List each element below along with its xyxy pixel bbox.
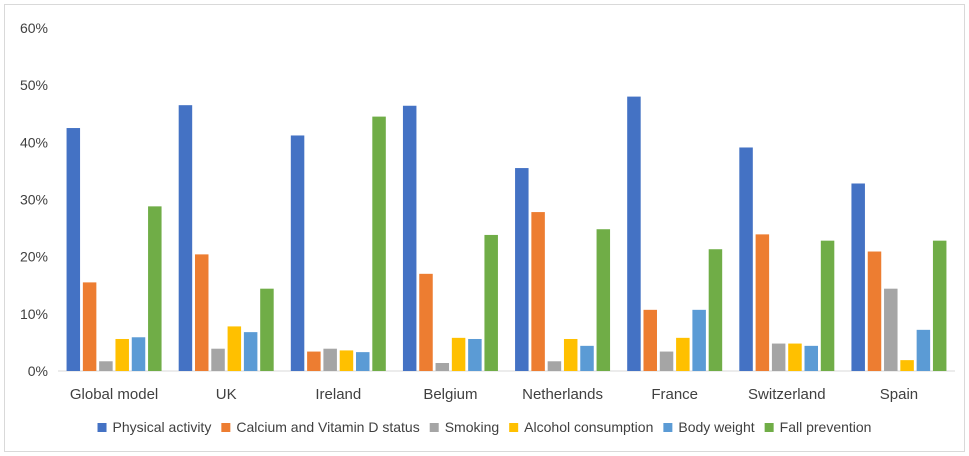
bar-physical-activity-ireland	[290, 135, 305, 371]
bar-body-weight-belgium	[468, 338, 482, 371]
bar-calcium-and-vitamin-d-status-ireland	[307, 351, 321, 371]
bar-smoking-switzerland	[771, 343, 786, 371]
bar-physical-activity-global-model	[66, 128, 81, 371]
bar-alcohol-consumption-global-model	[115, 338, 129, 371]
legend-label: Calcium and Vitamin D status	[236, 419, 419, 435]
x-tick-label: Switzerland	[748, 386, 826, 403]
legend-swatch	[97, 423, 107, 432]
bar-physical-activity-switzerland	[739, 147, 753, 371]
legend-label: Fall prevention	[780, 419, 872, 435]
bar-alcohol-consumption-switzerland	[788, 343, 802, 371]
bar-smoking-uk	[211, 348, 225, 371]
bar-smoking-spain	[884, 288, 898, 371]
x-axis-category-labels: Global model UK Ireland Belgium Netherlands F…	[70, 386, 918, 403]
legend-label: Alcohol consumption	[524, 419, 653, 435]
y-tick-label: 40%	[20, 134, 48, 150]
bar-calcium-and-vitamin-d-status-netherlands	[531, 212, 545, 371]
bar-calcium-and-vitamin-d-status-spain	[867, 251, 882, 371]
legend-label: Physical activity	[113, 419, 212, 435]
bar-fall-prevention-uk	[260, 288, 274, 371]
bar-fall-prevention-ireland	[372, 116, 386, 371]
bar-body-weight-switzerland	[804, 345, 819, 371]
legend: Physical activity Calcium and Vitamin D s…	[97, 419, 872, 435]
y-tick-label: 50%	[20, 77, 48, 93]
chart-frame	[4, 4, 965, 452]
bar-smoking-belgium	[435, 363, 450, 371]
bar-fall-prevention-france	[708, 249, 723, 371]
x-tick-label: UK	[216, 386, 237, 403]
bar-alcohol-consumption-spain	[900, 360, 914, 371]
x-tick-label: Spain	[880, 386, 918, 403]
legend-swatch	[429, 423, 439, 432]
bar-body-weight-global-model	[131, 337, 146, 371]
y-tick-label: 10%	[20, 306, 48, 322]
bar-physical-activity-spain	[851, 183, 865, 371]
bar-fall-prevention-belgium	[484, 234, 498, 371]
bar-body-weight-ireland	[356, 352, 370, 371]
bar-calcium-and-vitamin-d-status-global-model	[82, 282, 97, 371]
bar-smoking-ireland	[323, 348, 337, 371]
bar-physical-activity-netherlands	[515, 168, 529, 371]
bar-body-weight-uk	[243, 332, 258, 371]
x-tick-label: France	[651, 386, 698, 403]
bar-physical-activity-france	[627, 96, 641, 371]
bar-alcohol-consumption-france	[676, 337, 690, 371]
bar-physical-activity-belgium	[402, 105, 417, 371]
bar-body-weight-netherlands	[580, 345, 594, 371]
x-tick-label: Global model	[70, 386, 158, 403]
legend-swatch	[221, 423, 231, 432]
bar-alcohol-consumption-netherlands	[563, 338, 578, 371]
legend-swatch	[509, 423, 519, 432]
bar-physical-activity-uk	[178, 105, 193, 372]
bar-calcium-and-vitamin-d-status-france	[643, 309, 657, 371]
bar-alcohol-consumption-belgium	[451, 337, 466, 371]
legend-label: Body weight	[678, 419, 754, 435]
y-tick-label: 20%	[20, 249, 48, 265]
bar-calcium-and-vitamin-d-status-switzerland	[755, 234, 770, 371]
x-tick-label: Belgium	[423, 386, 477, 403]
legend-swatch	[764, 423, 774, 432]
bar-smoking-netherlands	[547, 361, 562, 371]
x-tick-label: Ireland	[315, 386, 361, 403]
bar-calcium-and-vitamin-d-status-belgium	[419, 273, 433, 371]
bar-calcium-and-vitamin-d-status-uk	[194, 254, 209, 371]
bar-fall-prevention-spain	[932, 240, 947, 371]
y-tick-label: 30%	[20, 192, 48, 208]
legend-swatch	[663, 423, 673, 432]
bars	[66, 96, 947, 372]
bar-fall-prevention-global-model	[148, 206, 162, 371]
bar-body-weight-france	[692, 309, 706, 371]
y-tick-label: 60%	[20, 20, 48, 36]
bar-fall-prevention-netherlands	[596, 229, 611, 371]
bar-alcohol-consumption-uk	[227, 326, 242, 371]
bar-alcohol-consumption-ireland	[339, 350, 354, 371]
bar-smoking-france	[659, 351, 674, 371]
y-axis-ticks: 0% 10% 20% 30% 40% 50% 60%	[20, 20, 48, 379]
bar-fall-prevention-switzerland	[820, 240, 835, 371]
legend-label: Smoking	[445, 419, 499, 435]
bar-body-weight-spain	[916, 329, 931, 371]
x-tick-label: Netherlands	[522, 386, 603, 403]
bar-smoking-global-model	[99, 361, 113, 371]
y-tick-label: 0%	[28, 363, 48, 379]
